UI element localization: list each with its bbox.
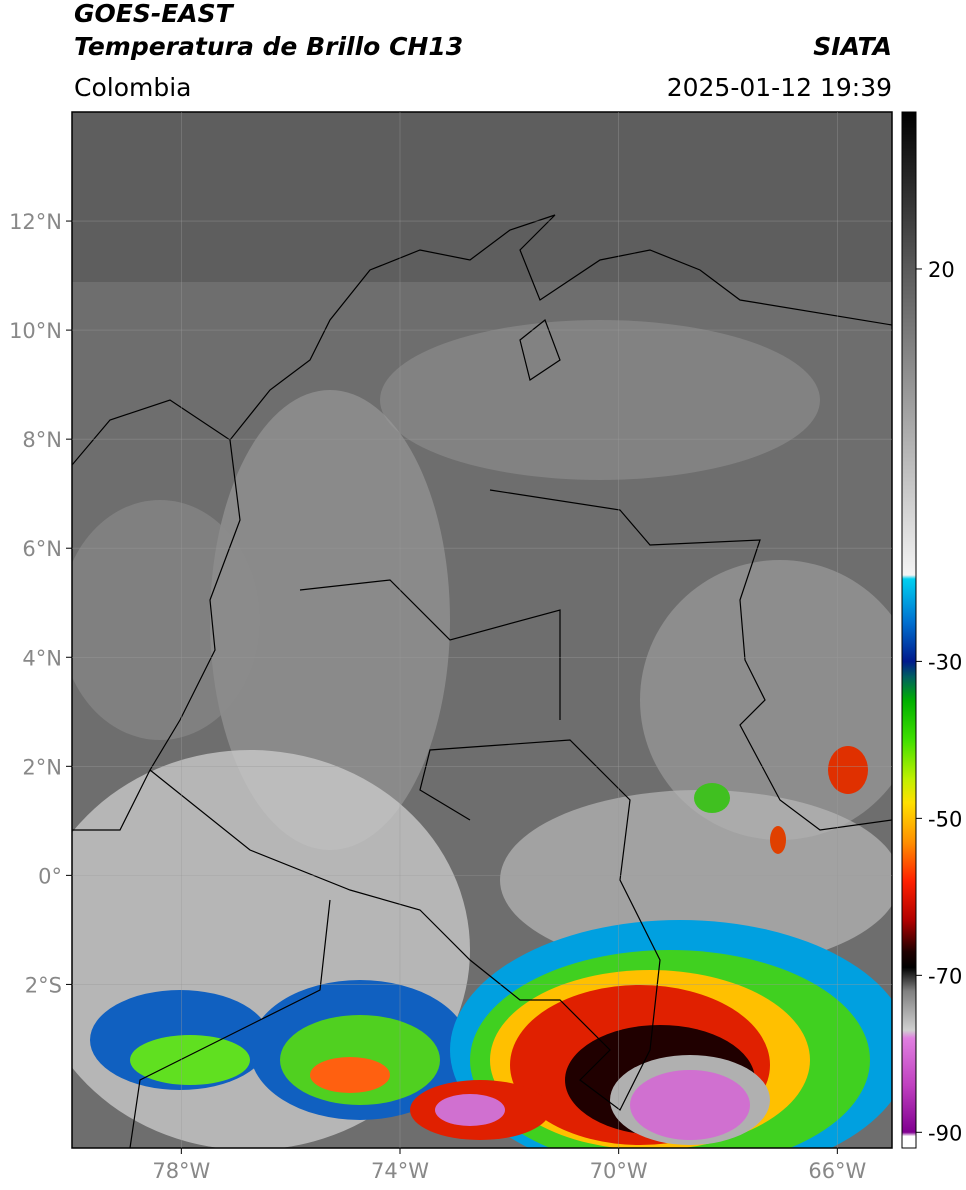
x-tick-label: 74°W <box>371 1159 429 1183</box>
colorbar-tick-label: -70 <box>928 964 962 988</box>
x-tick-label: 78°W <box>152 1159 210 1183</box>
map-frame <box>71 111 893 1149</box>
y-tick-label: 4°N <box>22 646 62 670</box>
colorbar <box>901 111 917 1149</box>
y-tick-label: 2°S <box>25 973 62 997</box>
y-tick-label: 12°N <box>9 210 62 234</box>
x-tick-label: 70°W <box>590 1159 648 1183</box>
datetime: 2025-01-12 19:39 <box>667 73 892 102</box>
colorbar-tick-label: -30 <box>928 650 962 674</box>
source: SIATA <box>813 32 892 61</box>
x-tick-label: 66°W <box>808 1159 866 1183</box>
colorbar-tick-label: -90 <box>928 1121 962 1145</box>
y-tick-label: 0° <box>38 864 62 888</box>
colorbar-tick-label: -50 <box>928 807 962 831</box>
region: Colombia <box>74 73 191 102</box>
colorbar-tick-label: 20 <box>928 258 955 282</box>
satellite-image <box>72 112 892 1148</box>
y-tick-label: 10°N <box>9 319 62 343</box>
y-tick-label: 2°N <box>22 755 62 779</box>
y-tick-label: 6°N <box>22 537 62 561</box>
title: Temperatura de Brillo CH13 <box>74 32 463 61</box>
y-tick-label: 8°N <box>22 428 62 452</box>
title: GOES-EAST <box>74 0 235 28</box>
